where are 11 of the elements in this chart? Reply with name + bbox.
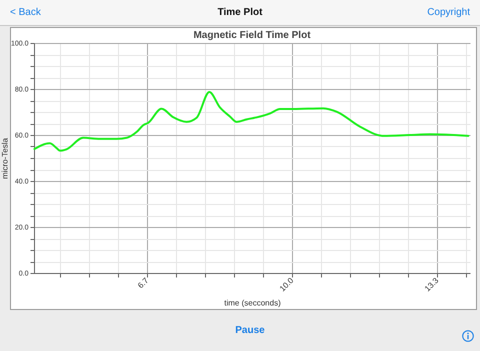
- text: Time Plot: [218, 7, 262, 18]
- text: Copyright: [427, 7, 470, 18]
- line-series: [33, 90, 470, 152]
- x-axis-title: time (secconds): [224, 298, 282, 308]
- text: < Back: [10, 7, 41, 18]
- text: Pause: [235, 325, 265, 336]
- x-tick-label: 10.0: [278, 276, 296, 294]
- x-tick-label: 13.3: [422, 276, 441, 294]
- chart-title: Magnetic Field Time Plot: [193, 30, 312, 41]
- x-tick-label: 6.7: [136, 276, 151, 290]
- y-axis-title: micro-Tesla: [0, 138, 10, 179]
